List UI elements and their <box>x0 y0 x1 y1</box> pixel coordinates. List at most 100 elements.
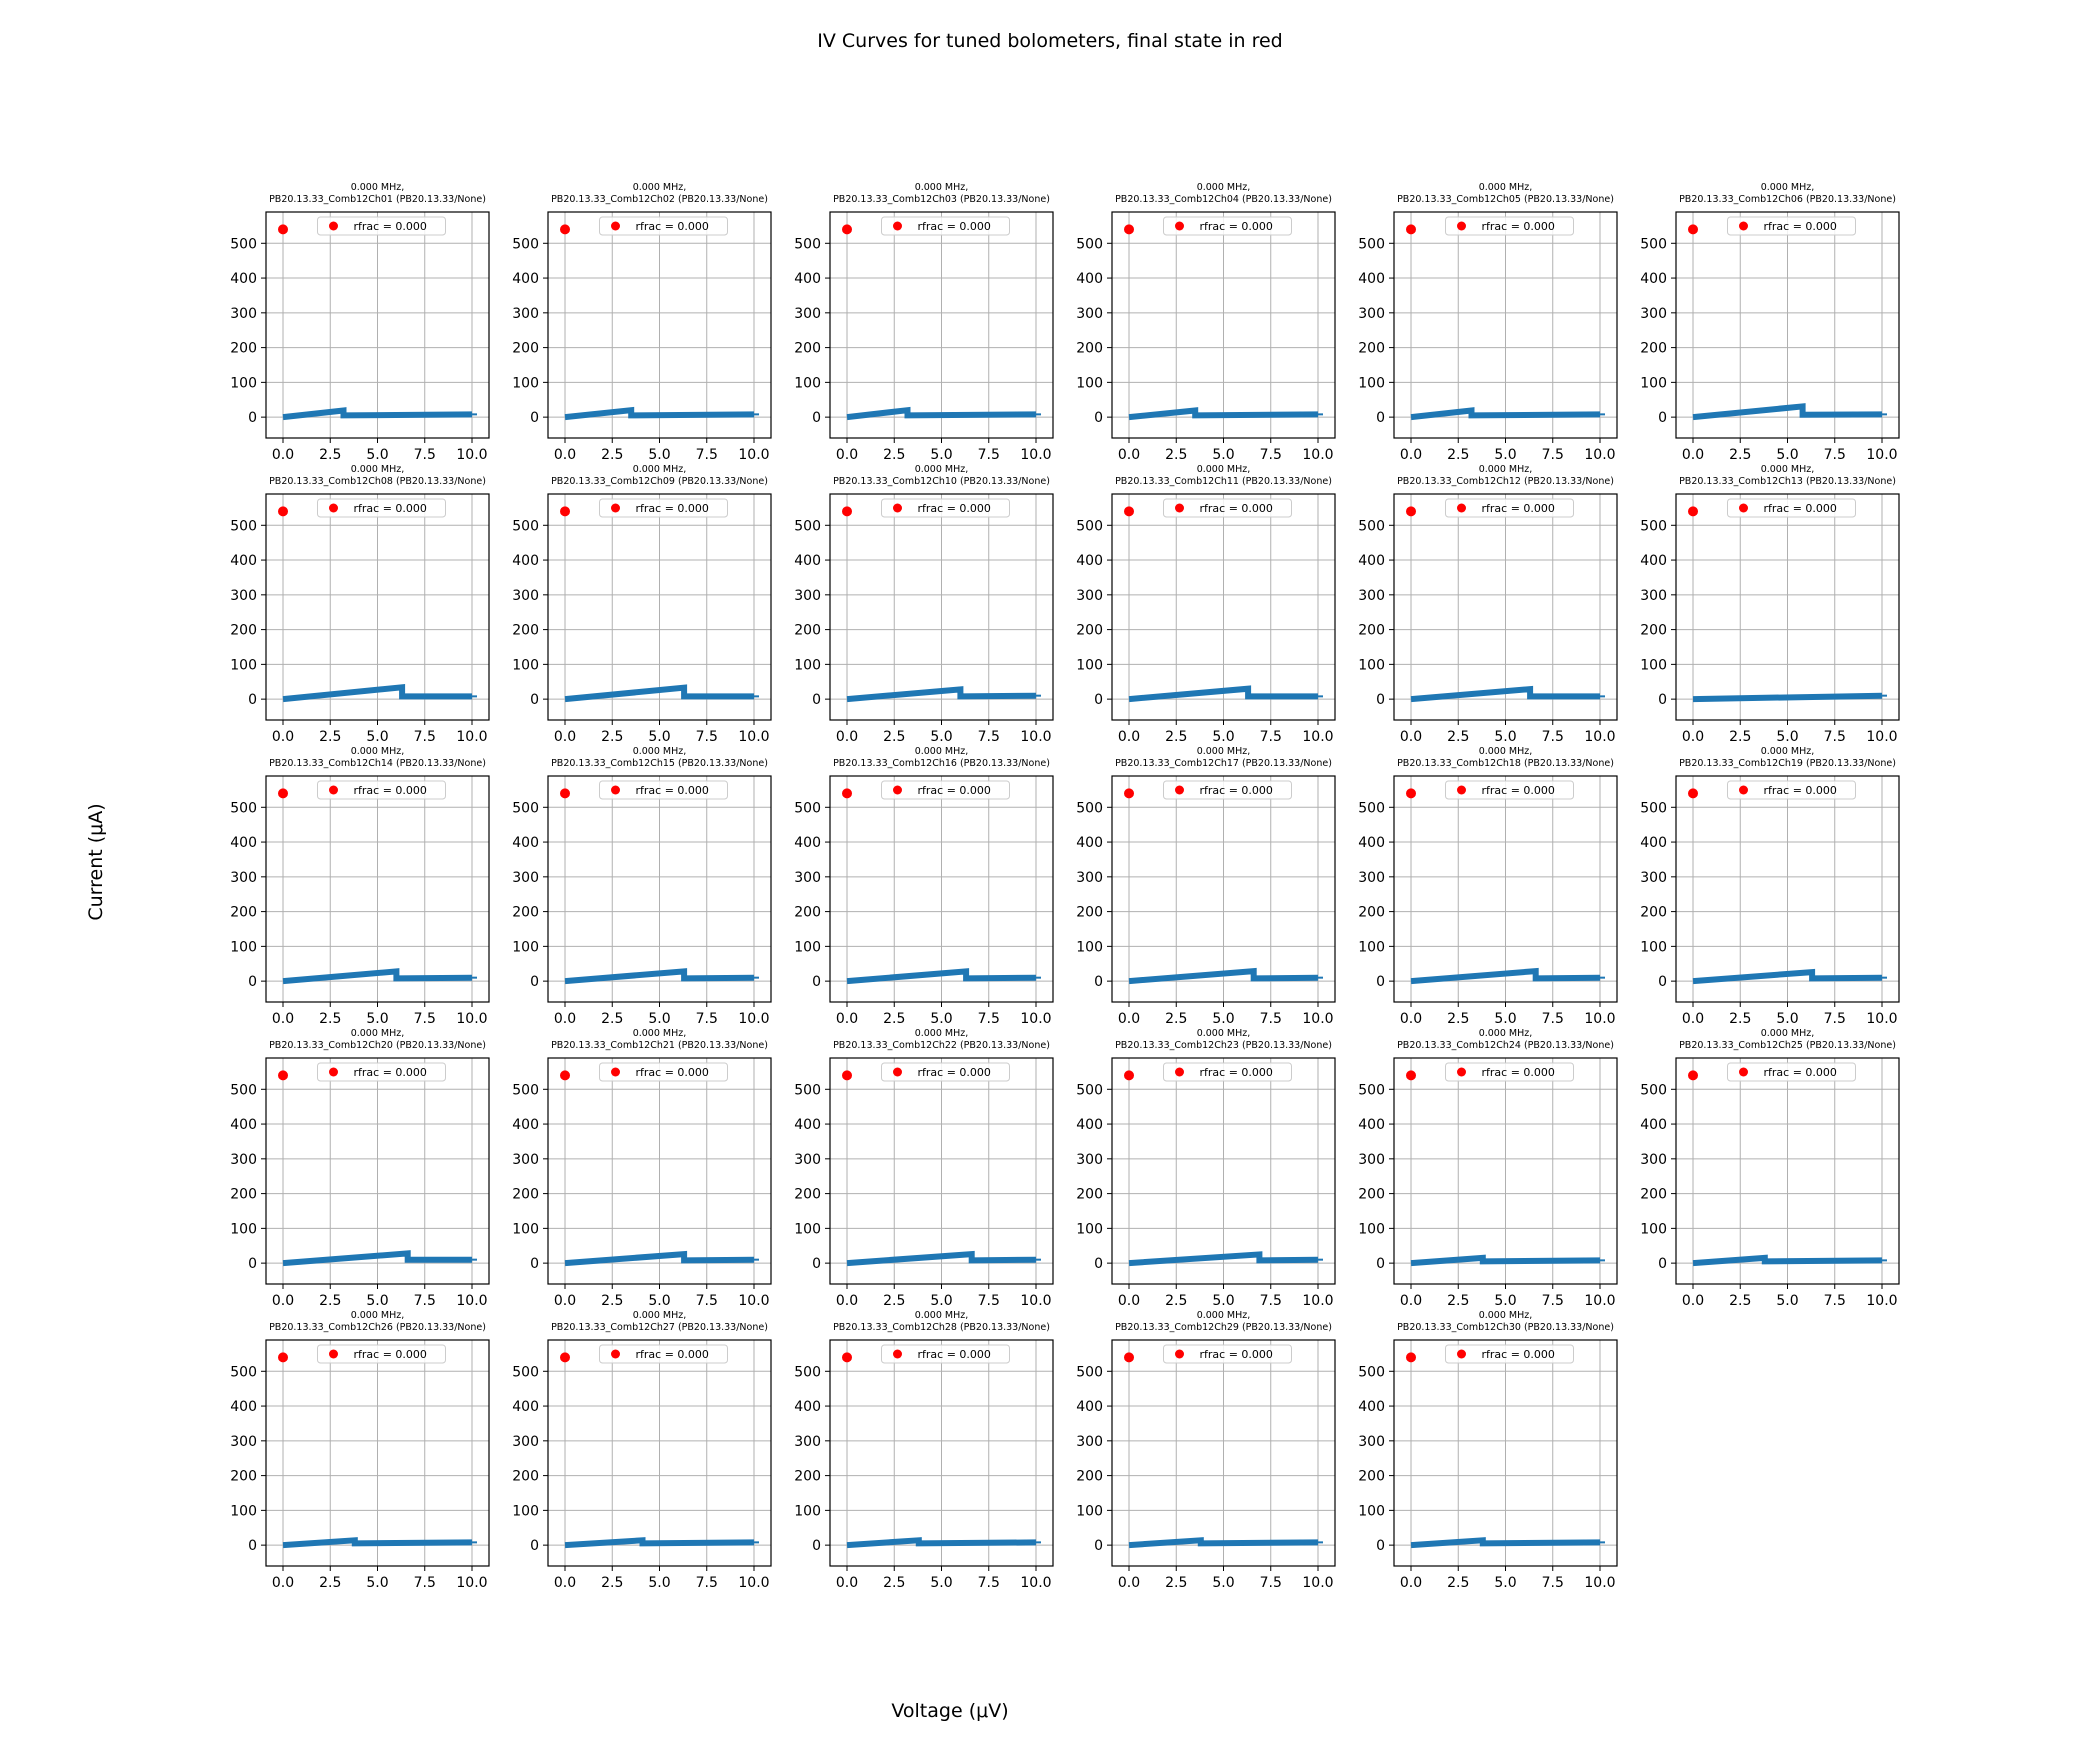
x-tick-label: 7.5 <box>1824 1011 1846 1027</box>
subplot-title-channel: PB20.13.33_Comb12Ch06 (PB20.13.33/None) <box>1679 194 1896 205</box>
legend-label: rfrac = 0.000 <box>1200 220 1273 233</box>
final-state-point <box>560 1352 571 1363</box>
iv-curve-series <box>1692 403 1883 421</box>
subplot: 0.0 2.5 5.0 7.5 10.0 0 100 200 300 400 500 rfrac = … <box>1640 1028 1900 1309</box>
y-tick-label: 200 <box>794 905 821 921</box>
y-tick-label: 200 <box>230 905 257 921</box>
x-tick-label: 2.5 <box>601 729 623 745</box>
y-tick-label: 0 <box>812 1256 821 1272</box>
x-tick-label: 5.0 <box>366 729 388 745</box>
subplot: 0.0 2.5 5.0 7.5 10.0 0 100 200 300 400 500 rfrac = … <box>230 182 490 463</box>
y-tick-label: 500 <box>230 1364 257 1380</box>
x-tick-label: 7.5 <box>414 1575 436 1591</box>
y-tick-label: 200 <box>794 623 821 639</box>
legend-box <box>599 498 728 518</box>
y-tick-label: 0 <box>1094 692 1103 708</box>
y-tick-label: 200 <box>1076 905 1103 921</box>
legend-box <box>1727 498 1856 518</box>
x-tick-label: 10.0 <box>456 1293 487 1309</box>
x-tick-label: 7.5 <box>978 729 1000 745</box>
subplot: 0.0 2.5 5.0 7.5 10.0 0 100 200 300 400 500 rfrac = … <box>1358 182 1618 463</box>
y-tick-label: 200 <box>230 623 257 639</box>
y-tick-label: 300 <box>512 588 539 604</box>
x-tick-label: 10.0 <box>1020 729 1051 745</box>
legend-label: rfrac = 0.000 <box>918 1348 991 1361</box>
y-tick-label: 400 <box>512 1117 539 1133</box>
legend-box <box>881 1344 1010 1364</box>
y-tick-label: 400 <box>230 271 257 287</box>
iv-curve-series <box>1128 1537 1319 1549</box>
legend-label: rfrac = 0.000 <box>918 1066 991 1079</box>
legend-label: rfrac = 0.000 <box>1482 784 1555 797</box>
x-tick-label: 5.0 <box>1776 729 1798 745</box>
figure-title: IV Curves for tuned bolometers, final st… <box>817 30 1283 52</box>
subplot-title-channel: PB20.13.33_Comb12Ch03 (PB20.13.33/None) <box>833 194 1050 205</box>
y-tick-label: 0 <box>1658 1256 1667 1272</box>
y-tick-label: 0 <box>1094 1256 1103 1272</box>
subplot-title-channel: PB20.13.33_Comb12Ch17 (PB20.13.33/None) <box>1115 758 1332 769</box>
legend-box <box>317 1062 446 1082</box>
legend-box <box>881 216 1010 236</box>
x-tick-label: 2.5 <box>601 447 623 463</box>
x-tick-label: 0.0 <box>1400 729 1422 745</box>
x-tick-label: 7.5 <box>978 1011 1000 1027</box>
x-tick-label: 10.0 <box>738 729 769 745</box>
y-tick-label: 500 <box>794 518 821 534</box>
x-tick-label: 7.5 <box>696 447 718 463</box>
y-tick-label: 200 <box>512 623 539 639</box>
subplot-title-channel: PB20.13.33_Comb12Ch23 (PB20.13.33/None) <box>1115 1040 1332 1051</box>
y-tick-label: 200 <box>512 1187 539 1203</box>
subplot: 0.0 2.5 5.0 7.5 10.0 0 100 200 300 400 500 rfrac = … <box>794 1310 1054 1591</box>
x-axis-label: Voltage (μV) <box>891 1700 1009 1722</box>
legend-marker <box>893 503 902 513</box>
x-tick-label: 10.0 <box>1866 1011 1897 1027</box>
y-tick-label: 0 <box>1094 410 1103 426</box>
y-tick-label: 400 <box>794 271 821 287</box>
x-tick-label: 0.0 <box>272 1293 294 1309</box>
subplot-title-channel: PB20.13.33_Comb12Ch25 (PB20.13.33/None) <box>1679 1040 1896 1051</box>
subplot-title-channel: PB20.13.33_Comb12Ch21 (PB20.13.33/None) <box>551 1040 768 1051</box>
x-tick-label: 0.0 <box>836 447 858 463</box>
x-tick-label: 2.5 <box>1165 729 1187 745</box>
x-tick-label: 0.0 <box>554 1575 576 1591</box>
subplot-title-frequency: 0.000 MHz, <box>915 1310 969 1321</box>
y-tick-label: 200 <box>1076 1187 1103 1203</box>
x-tick-label: 7.5 <box>1542 447 1564 463</box>
x-tick-label: 2.5 <box>883 1011 905 1027</box>
y-tick-label: 500 <box>230 800 257 816</box>
x-tick-label: 2.5 <box>601 1293 623 1309</box>
y-tick-label: 200 <box>1640 623 1667 639</box>
x-tick-label: 10.0 <box>456 1575 487 1591</box>
iv-curve-series <box>1128 685 1318 703</box>
iv-curve-series <box>564 406 755 421</box>
x-tick-label: 10.0 <box>1866 1293 1897 1309</box>
y-tick-label: 200 <box>512 905 539 921</box>
subplot-title-channel: PB20.13.33_Comb12Ch08 (PB20.13.33/None) <box>269 476 486 487</box>
iv-curve-series <box>846 1250 1037 1267</box>
y-tick-label: 0 <box>1376 974 1385 990</box>
subplot: 0.0 2.5 5.0 7.5 10.0 0 100 200 300 400 500 rfrac = … <box>1076 464 1336 745</box>
y-tick-label: 500 <box>1076 1364 1103 1380</box>
subplot-title-frequency: 0.000 MHz, <box>1761 746 1815 757</box>
iv-curve-series <box>282 1537 473 1549</box>
iv-curve-series <box>1410 685 1600 703</box>
x-tick-label: 5.0 <box>366 1575 388 1591</box>
y-tick-label: 200 <box>794 341 821 357</box>
x-tick-label: 5.0 <box>1494 1575 1516 1591</box>
x-tick-label: 0.0 <box>554 1011 576 1027</box>
legend-box <box>1727 780 1856 800</box>
legend-marker <box>329 503 338 513</box>
x-tick-label: 0.0 <box>272 447 294 463</box>
y-tick-label: 300 <box>1640 306 1667 322</box>
x-tick-label: 2.5 <box>1729 729 1751 745</box>
iv-curve-series <box>282 683 472 703</box>
subplot-title-frequency: 0.000 MHz, <box>1197 1028 1251 1039</box>
x-tick-label: 5.0 <box>1212 447 1234 463</box>
x-tick-label: 10.0 <box>1302 1575 1333 1591</box>
x-tick-label: 10.0 <box>1866 447 1897 463</box>
x-tick-label: 10.0 <box>1020 1293 1051 1309</box>
x-tick-label: 10.0 <box>1020 1575 1051 1591</box>
x-tick-label: 10.0 <box>1584 1011 1615 1027</box>
y-tick-label: 200 <box>230 1187 257 1203</box>
legend-marker <box>329 1349 338 1359</box>
